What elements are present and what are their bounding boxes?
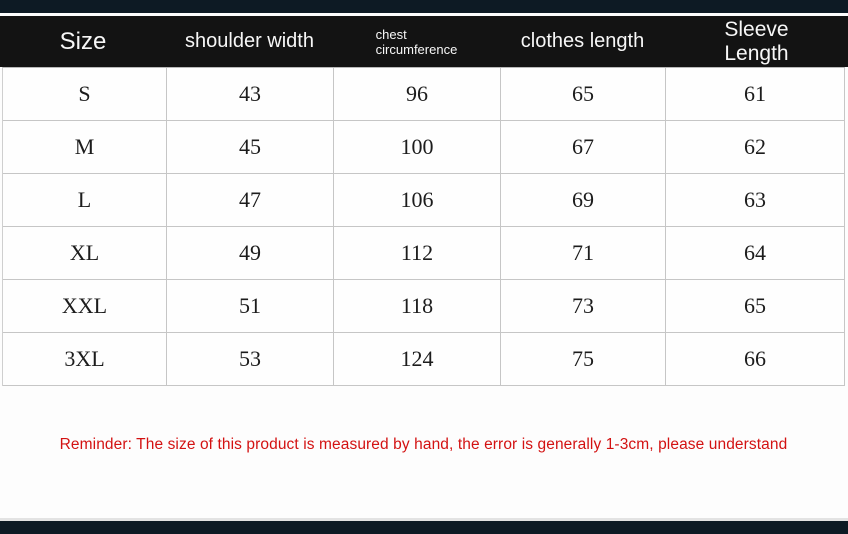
bottom-bar [0, 521, 848, 534]
table-cell: 45 [167, 121, 334, 174]
reminder-text: Reminder: The size of this product is me… [59, 436, 788, 453]
table-cell: 65 [666, 280, 845, 333]
table-cell: 63 [666, 174, 845, 227]
table-cell: 53 [167, 333, 334, 386]
size-cell: XL [3, 227, 167, 280]
header-chest-line2: circumference [375, 41, 458, 57]
header-sleeve-length: Sleeve Length [665, 16, 848, 67]
size-cell: S [3, 68, 167, 121]
header-chest-line1: chest [375, 26, 407, 42]
header-chest-circumference: chest circumference [333, 16, 500, 67]
table-cell: 100 [334, 121, 501, 174]
table-cell: 75 [501, 333, 666, 386]
size-cell: M [3, 121, 167, 174]
top-gap [0, 13, 848, 16]
table-row-3xl: 3XL 53 124 75 66 [3, 333, 845, 386]
table-cell: 71 [501, 227, 666, 280]
table-cell: 61 [666, 68, 845, 121]
size-cell: 3XL [3, 333, 167, 386]
table-cell: 65 [501, 68, 666, 121]
footer-note-area: Reminder: The size of this product is me… [2, 386, 845, 518]
table-cell: 66 [666, 333, 845, 386]
header-sleeve-line1: Sleeve [724, 17, 789, 41]
header-shoulder-width: shoulder width [166, 16, 333, 67]
top-bar [0, 0, 848, 13]
table-cell: 73 [501, 280, 666, 333]
table-row-s: S 43 96 65 61 [3, 68, 845, 121]
table-row-m: M 45 100 67 62 [3, 121, 845, 174]
header-clothes-length-label: clothes length [520, 30, 645, 52]
size-table-body: S 43 96 65 61 M 45 100 67 62 L 47 106 69… [2, 67, 845, 386]
table-cell: 106 [334, 174, 501, 227]
header-shoulder-width-label: shoulder width [185, 30, 314, 52]
header-size-label: Size [59, 27, 107, 55]
table-header: Size shoulder width chest circumference … [0, 16, 848, 67]
table-cell: 69 [501, 174, 666, 227]
table-cell: 47 [167, 174, 334, 227]
table-row-l: L 47 106 69 63 [3, 174, 845, 227]
table-cell: 118 [334, 280, 501, 333]
table-row-xxl: XXL 51 118 73 65 [3, 280, 845, 333]
table-cell: 43 [167, 68, 334, 121]
table-cell: 112 [334, 227, 501, 280]
table-cell: 49 [167, 227, 334, 280]
table-cell: 124 [334, 333, 501, 386]
table-cell: 62 [666, 121, 845, 174]
size-cell: L [3, 174, 167, 227]
bottom-divider [0, 518, 848, 521]
header-size: Size [0, 16, 166, 67]
header-sleeve-line2: Length [724, 41, 789, 65]
table-cell: 67 [501, 121, 666, 174]
header-clothes-length: clothes length [500, 16, 665, 67]
table-cell: 64 [666, 227, 845, 280]
table-row-xl: XL 49 112 71 64 [3, 227, 845, 280]
table-cell: 51 [167, 280, 334, 333]
table-cell: 96 [334, 68, 501, 121]
size-cell: XXL [3, 280, 167, 333]
